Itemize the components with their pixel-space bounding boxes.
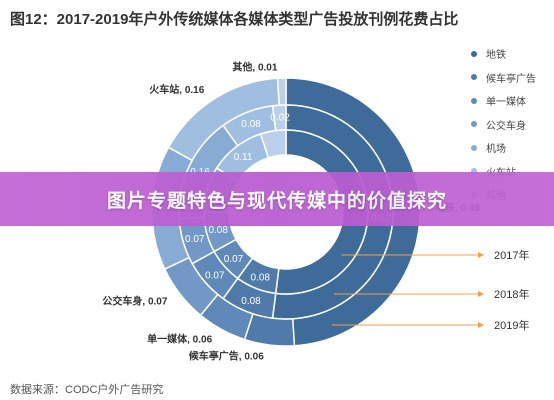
legend-label: 单一媒体 — [486, 97, 526, 109]
arrowhead-icon — [478, 252, 484, 258]
segment-value-label: 0.07 — [185, 234, 205, 245]
legend-item-subway: 地铁 — [471, 42, 536, 66]
category-value-label: 火车站, 0.16 — [149, 83, 204, 96]
segment-value-label: 0.08 — [250, 273, 270, 284]
category-value-label: 候车亭广告, 0.06 — [189, 349, 264, 362]
segment-value-label: 0.07 — [205, 270, 225, 281]
donut-segment — [259, 129, 287, 159]
chart-title: 图12：2017-2019年户外传统媒体各媒体类型广告投放刊例花费占比 — [10, 11, 459, 28]
banner-text: 图片专题特色与现代传媒中的价值探究 — [106, 190, 447, 212]
segment-value-label: 0.08 — [208, 225, 228, 236]
overlay-banner: 图片专题特色与现代传媒中的价值探究 — [0, 172, 554, 226]
segment-value-label: 0.08 — [241, 296, 261, 307]
arrowhead-icon — [478, 322, 484, 328]
legend-item-bus-body: 公交车身 — [471, 113, 536, 137]
segment-value-label: 0.02 — [270, 113, 290, 124]
legend-item-bus-shelter: 候车亭广告 — [471, 66, 536, 90]
year-annotation-label: 2018年 — [494, 287, 529, 301]
data-source: 数据来源：CODC户外广告研究 — [10, 384, 164, 396]
segment-value-label: 0.08 — [241, 119, 261, 130]
legend-swatch-icon — [471, 74, 477, 81]
legend-item-single-media: 单一媒体 — [471, 89, 536, 113]
legend-label: 候车亭广告 — [486, 73, 536, 85]
legend-swatch-icon — [471, 121, 477, 128]
donut-segment — [276, 77, 287, 107]
legend-label: 公交车身 — [486, 120, 526, 132]
segment-value-label: 0.11 — [234, 152, 253, 163]
legend-item-airport: 机场 — [471, 136, 536, 160]
legend-swatch-icon — [471, 144, 477, 151]
year-annotation-label: 2019年 — [494, 318, 529, 332]
legend-label: 机场 — [486, 144, 506, 156]
category-value-label: 单一媒体, 0.06 — [147, 333, 212, 346]
legend-swatch-icon — [471, 97, 477, 104]
segment-value-label: 0.07 — [224, 254, 244, 265]
legend-swatch-icon — [471, 168, 477, 175]
year-annotation-label: 2017年 — [494, 248, 529, 262]
category-value-label: 其他, 0.01 — [232, 61, 277, 74]
arrowhead-icon — [478, 291, 484, 297]
legend-label: 地铁 — [486, 50, 506, 62]
category-value-label: 公交车身, 0.07 — [102, 294, 167, 307]
legend-swatch-icon — [471, 50, 477, 57]
